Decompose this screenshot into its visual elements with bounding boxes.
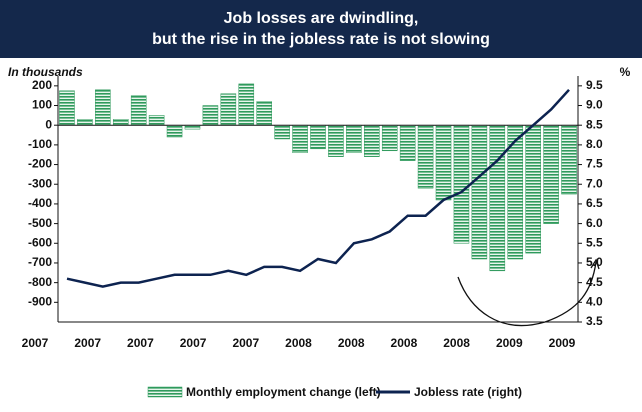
y2-tick-label: 5.0 (586, 255, 603, 269)
bar (417, 124, 434, 189)
y2-tick-label: 7.0 (586, 176, 603, 190)
x-tick-label: 2007 (22, 336, 49, 350)
y2-tick-label: 7.5 (586, 157, 603, 171)
x-tick-label: 2008 (443, 336, 470, 350)
chart-subtitle: but the rise in the jobless rate is not … (152, 31, 490, 48)
y2-tick-label: 9.0 (586, 98, 603, 112)
bar (364, 124, 380, 157)
x-tick-label: 2008 (338, 336, 365, 350)
title-band (0, 0, 642, 58)
y-tick-label: -700 (28, 255, 52, 269)
y2-tick-label: 4.5 (586, 275, 603, 289)
x-tick-label: 2009 (496, 336, 523, 350)
y-tick-label: -900 (28, 294, 52, 308)
bar (543, 124, 559, 224)
y-tick-label: -100 (28, 137, 52, 151)
x-tick-label: 2007 (232, 336, 259, 350)
y-tick-label: -800 (28, 275, 52, 289)
bar (202, 105, 219, 126)
bar (166, 124, 183, 138)
y2-tick-label: 6.0 (586, 216, 603, 230)
y2-tick-label: 8.0 (586, 137, 603, 151)
bar (471, 124, 488, 260)
bar (453, 124, 470, 244)
bar (95, 89, 111, 126)
bar (346, 124, 362, 154)
x-tick-label: 2008 (391, 336, 418, 350)
legend-swatch (147, 386, 183, 398)
bar (435, 124, 452, 201)
y-axis-label: In thousands (8, 65, 83, 79)
y2-tick-label: 4.0 (586, 294, 603, 308)
bar (238, 83, 255, 126)
y2-tick-label: 9.5 (586, 78, 603, 92)
bar (292, 124, 308, 154)
bar (274, 124, 290, 140)
x-tick-label: 2007 (127, 336, 154, 350)
y2-tick-label: 5.5 (586, 235, 603, 249)
y-tick-label: -300 (28, 176, 52, 190)
arrow-head (590, 258, 600, 270)
bar (130, 95, 147, 126)
y-tick-label: -200 (28, 157, 52, 171)
bar (112, 119, 129, 126)
bar (310, 124, 326, 150)
x-tick-label: 2009 (549, 336, 576, 350)
legend: Monthly employment change (left) Jobless… (147, 385, 522, 399)
y-tick-label: -500 (28, 216, 52, 230)
bar (399, 124, 416, 161)
bar (184, 124, 201, 130)
bar (525, 124, 541, 254)
y-tick-label: 0 (45, 117, 52, 131)
y-tick-label: -600 (28, 235, 52, 249)
legend-label: Monthly employment change (left) (186, 385, 381, 399)
y-tick-label: -400 (28, 196, 52, 210)
y-tick-label: 100 (32, 98, 52, 112)
y2-tick-label: 6.5 (586, 196, 603, 210)
chart-title: Job losses are dwindling, (224, 10, 419, 27)
bar (381, 124, 398, 152)
y2-axis-label: % (620, 65, 631, 79)
legend-label: Jobless rate (right) (414, 385, 522, 399)
annotation-arrow (457, 261, 597, 327)
bar (59, 90, 75, 126)
y2-tick-label: 3.5 (586, 314, 603, 328)
y2-tick-label: 8.5 (586, 117, 603, 131)
x-tick-label: 2007 (74, 336, 101, 350)
bar (220, 93, 237, 126)
bar (489, 124, 506, 272)
x-tick-label: 2008 (285, 336, 312, 350)
bar (148, 115, 165, 126)
bar (256, 101, 272, 126)
bar (328, 124, 344, 157)
y-tick-label: 200 (32, 78, 52, 92)
line (66, 88, 570, 288)
bar (77, 119, 93, 126)
x-tick-label: 2007 (180, 336, 207, 350)
bar (561, 124, 577, 195)
